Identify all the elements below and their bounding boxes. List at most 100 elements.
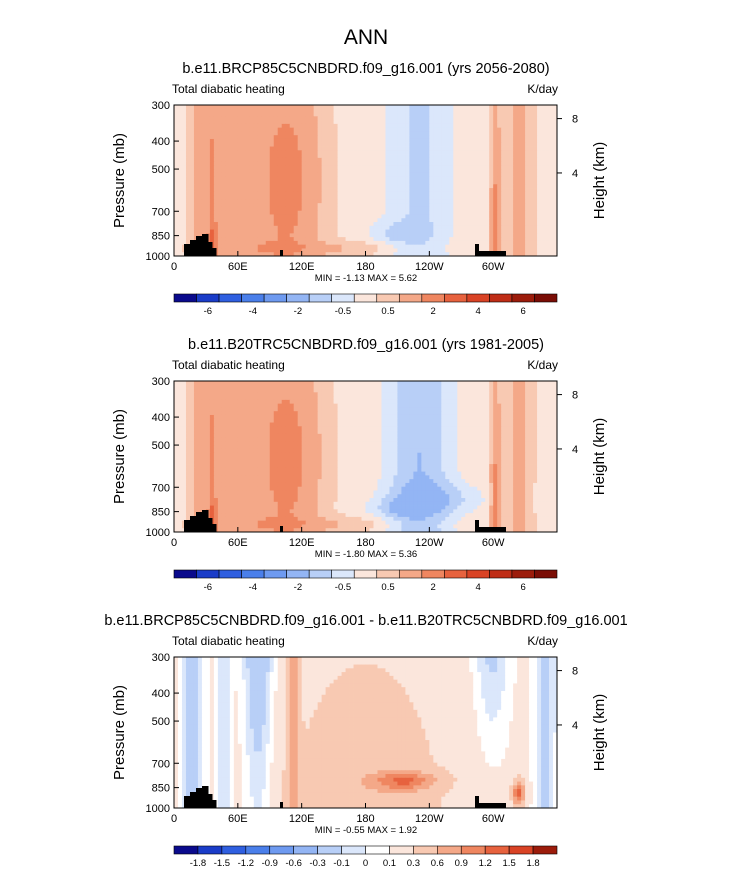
heatmap-cell <box>249 120 255 125</box>
heatmap-cell <box>341 392 346 397</box>
heatmap-cell <box>457 112 462 117</box>
heatmap-cell <box>541 135 546 140</box>
heatmap-cell <box>513 411 518 416</box>
heatmap-cell <box>305 225 311 230</box>
heatmap-cell <box>213 206 219 212</box>
heatmap-cell <box>377 123 382 129</box>
heatmap-cell <box>321 169 326 174</box>
heatmap-cell <box>505 252 510 257</box>
colorbar-swatch <box>466 293 490 303</box>
heatmap-cell <box>213 161 219 166</box>
heatmap-cell <box>481 384 486 389</box>
heatmap-cell <box>353 176 358 181</box>
heatmap-cell <box>493 127 498 132</box>
heatmap-cell <box>389 161 394 166</box>
heatmap-cell <box>397 135 402 140</box>
heatmap-cell <box>317 142 323 147</box>
heatmap-cell <box>261 206 267 212</box>
heatmap-cell <box>437 161 442 166</box>
heatmap-cell <box>441 127 446 132</box>
heatmap-cell <box>405 210 410 215</box>
heatmap-cell <box>441 184 446 189</box>
heatmap-cell <box>233 240 239 246</box>
heatmap-cell <box>477 165 482 170</box>
heatmap-cell <box>285 414 291 420</box>
heatmap-cell <box>505 407 510 412</box>
heatmap-cell <box>449 384 454 389</box>
heatmap-cell <box>493 123 498 129</box>
heatmap-cell <box>537 414 542 420</box>
heatmap-cell <box>305 396 311 401</box>
heatmap-cell <box>477 172 482 178</box>
heatmap-cell <box>213 418 219 423</box>
heatmap-cell <box>273 123 279 129</box>
heatmap-cell <box>385 150 390 155</box>
heatmap-cell <box>545 388 550 393</box>
heatmap-cell <box>245 176 251 181</box>
heatmap-cell <box>389 396 394 401</box>
heatmap-cell <box>417 165 422 170</box>
heatmap-cell <box>517 244 522 249</box>
heatmap-cell <box>217 214 223 219</box>
heatmap-cell <box>221 135 227 140</box>
heatmap-cell <box>505 206 510 212</box>
heatmap-cell <box>217 180 223 185</box>
heatmap-cell <box>285 138 291 144</box>
heatmap-cell <box>541 248 546 253</box>
heatmap-cell <box>377 240 382 246</box>
heatmap-cell <box>265 244 271 249</box>
heatmap-cell <box>245 396 251 401</box>
heatmap-cell <box>481 225 486 230</box>
heatmap-cell <box>185 418 191 423</box>
heatmap-cell <box>317 218 323 223</box>
heatmap-cell <box>493 146 498 151</box>
heatmap-cell <box>541 206 546 212</box>
heatmap-cell <box>325 206 330 212</box>
heatmap-cell <box>389 195 394 200</box>
heatmap-cell <box>429 191 434 196</box>
heatmap-cell <box>509 127 514 132</box>
heatmap-cell <box>433 146 438 151</box>
heatmap-cell <box>417 229 422 234</box>
heatmap-cell <box>389 146 394 151</box>
heatmap-cell <box>433 172 438 178</box>
heatmap-cell <box>501 214 506 219</box>
heatmap-cell <box>489 169 494 174</box>
heatmap-cell <box>497 414 502 420</box>
heatmap-cell <box>393 146 398 151</box>
heatmap-cell <box>253 233 259 238</box>
heatmap-cell <box>465 180 470 185</box>
heatmap-cell <box>445 172 450 178</box>
heatmap-cell <box>273 225 279 230</box>
heatmap-cell <box>345 240 350 246</box>
heatmap-cell <box>385 157 390 163</box>
heatmap-cell <box>361 105 366 110</box>
heatmap-cell <box>281 180 287 185</box>
heatmap-cell <box>329 184 334 189</box>
heatmap-cell <box>313 172 319 178</box>
heatmap-cell <box>465 229 470 234</box>
heatmap-cell <box>437 184 442 189</box>
heatmap-cell <box>193 188 199 193</box>
heatmap-cell <box>345 225 350 230</box>
heatmap-cell <box>529 210 534 215</box>
heatmap-cell <box>501 199 506 204</box>
heatmap-cell <box>249 172 255 178</box>
heatmap-cell <box>429 176 434 181</box>
heatmap-cell <box>369 116 374 121</box>
heatmap-cell <box>497 248 502 253</box>
heatmap-cell <box>333 123 338 129</box>
heatmap-cell <box>285 154 291 159</box>
heatmap-cell <box>225 161 231 166</box>
heatmap-cell <box>457 418 462 423</box>
heatmap-cell <box>305 116 311 121</box>
heatmap-cell <box>249 127 255 132</box>
heatmap-cell <box>349 161 354 166</box>
heatmap-cell <box>253 161 259 166</box>
heatmap-cell <box>393 233 398 238</box>
heatmap-cell <box>297 154 303 159</box>
heatmap-cell <box>429 218 434 223</box>
heatmap-cell <box>533 135 538 140</box>
heatmap-cell <box>497 225 502 230</box>
heatmap-cell <box>261 392 267 397</box>
